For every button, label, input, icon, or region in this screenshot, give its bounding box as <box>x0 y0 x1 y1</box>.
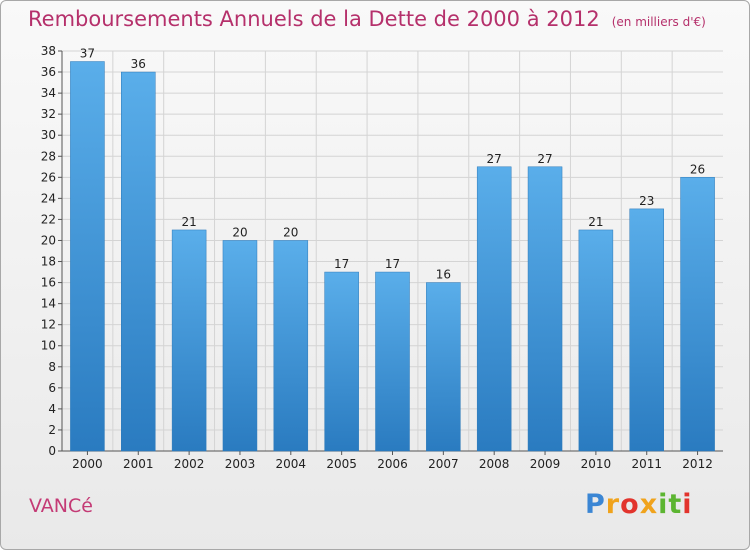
y-tick-label: 36 <box>41 65 56 79</box>
data-label: 17 <box>385 257 400 271</box>
y-tick-label: 18 <box>41 255 56 269</box>
bar <box>578 229 614 452</box>
data-label: 27 <box>537 152 552 166</box>
logo-letter: P <box>585 489 606 520</box>
x-tick-label: 2011 <box>631 457 662 471</box>
logo-letter: i <box>682 489 693 520</box>
y-tick-label: 14 <box>41 297 56 311</box>
logo-letter: o <box>620 489 640 520</box>
y-tick-label: 4 <box>48 402 56 416</box>
y-tick-label: 12 <box>41 318 56 332</box>
data-label: 16 <box>436 268 451 282</box>
x-tick-label: 2010 <box>581 457 612 471</box>
y-tick-label: 10 <box>41 339 56 353</box>
bar <box>375 271 410 452</box>
y-tick-label: 20 <box>41 233 56 247</box>
bars <box>70 61 715 452</box>
data-label: 21 <box>588 215 603 229</box>
data-label: 27 <box>487 152 502 166</box>
logo-letter: t <box>668 489 683 520</box>
x-tick-label: 2012 <box>682 457 713 471</box>
x-tick-label: 2009 <box>530 457 561 471</box>
chart-title: Remboursements Annuels de la Dette de 20… <box>28 7 706 31</box>
y-tick-label: 22 <box>41 212 56 226</box>
x-tick-label: 2000 <box>72 457 103 471</box>
y-tick-label: 16 <box>41 276 56 290</box>
y-tick-label: 8 <box>48 360 56 374</box>
x-tick-label: 2004 <box>276 457 307 471</box>
proxiti-logo: Proxiti <box>585 489 693 520</box>
y-tick-label: 6 <box>48 381 56 395</box>
data-label: 37 <box>80 47 95 61</box>
y-tick-label: 30 <box>41 128 56 142</box>
x-tick-label: 2005 <box>326 457 357 471</box>
x-tick-label: 2008 <box>479 457 510 471</box>
data-label: 23 <box>639 194 654 208</box>
bar <box>426 282 461 452</box>
data-label: 20 <box>232 225 247 239</box>
bar <box>527 166 563 452</box>
x-tick-label: 2006 <box>377 457 408 471</box>
data-label: 20 <box>283 225 298 239</box>
x-tick-label: 2002 <box>174 457 205 471</box>
title-text: Remboursements Annuels de la Dette de 20… <box>28 7 600 31</box>
unit-label: (en milliers d'€) <box>611 15 706 29</box>
y-tick-label: 38 <box>41 44 56 58</box>
y-tick-label: 0 <box>48 444 56 458</box>
bar <box>70 61 105 452</box>
logo-letter: r <box>605 489 621 520</box>
x-tick-label: 2003 <box>225 457 256 471</box>
bar <box>680 177 715 452</box>
logo-letter: x <box>639 489 659 520</box>
bar <box>222 240 258 452</box>
logo-letter: i <box>658 489 669 520</box>
bar <box>629 208 664 452</box>
bar <box>476 166 512 452</box>
x-tick-label: 2001 <box>123 457 154 471</box>
data-label: 36 <box>131 57 146 71</box>
y-tick-label: 28 <box>41 149 56 163</box>
data-label: 21 <box>181 215 196 229</box>
bar <box>273 240 309 452</box>
bar <box>171 229 207 452</box>
y-tick-label: 2 <box>48 423 56 437</box>
bar <box>324 271 359 452</box>
bar <box>121 71 156 452</box>
commune-name: VANCé <box>29 495 93 517</box>
x-tick-label: 2007 <box>428 457 459 471</box>
y-tick-label: 26 <box>41 170 56 184</box>
y-tick-label: 34 <box>41 86 56 100</box>
data-label: 17 <box>334 257 349 271</box>
data-label: 26 <box>690 162 705 176</box>
y-tick-label: 32 <box>41 107 56 121</box>
y-tick-label: 24 <box>41 191 56 205</box>
